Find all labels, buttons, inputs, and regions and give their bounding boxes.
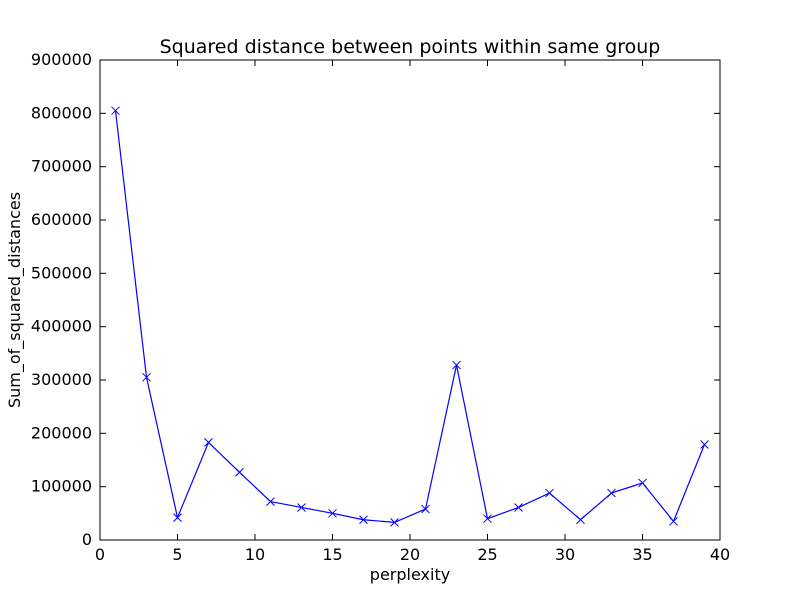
data-point-marker	[452, 360, 461, 370]
y-tick-label: 200000	[31, 423, 92, 442]
data-point-marker	[638, 478, 647, 488]
x-tick-label: 10	[245, 545, 265, 564]
y-tick-label: 600000	[31, 210, 92, 229]
y-tick-label: 0	[82, 530, 92, 549]
x-tick-label: 0	[95, 545, 105, 564]
axis-ticks: 0 5 10 15 20 25 30 35 40 0 100000 200000 300000 40000…	[31, 50, 730, 564]
data-point-marker	[607, 488, 616, 498]
data-point-marker	[700, 440, 709, 449]
chart-title: Squared distance between points within s…	[160, 36, 661, 58]
plot-area	[111, 106, 709, 527]
data-point-marker	[235, 467, 244, 477]
y-tick-label: 100000	[31, 477, 92, 496]
data-point-marker	[328, 508, 337, 518]
data-point-marker	[669, 516, 678, 526]
y-tick-label: 900000	[31, 50, 92, 69]
x-tick-label: 20	[400, 545, 420, 564]
data-point-marker	[111, 106, 120, 116]
y-tick-label: 300000	[31, 370, 92, 389]
x-tick-label: 25	[477, 545, 497, 564]
x-tick-label: 30	[555, 545, 575, 564]
data-point-marker	[204, 438, 213, 447]
data-point-marker	[297, 503, 306, 512]
x-tick-label: 15	[322, 545, 342, 564]
y-axis-label: Sum_of_squared_distances	[5, 192, 25, 408]
data-point-marker	[390, 518, 399, 527]
y-tick-label: 700000	[31, 157, 92, 176]
y-tick-label: 800000	[31, 103, 92, 122]
y-tick-label: 400000	[31, 317, 92, 336]
x-tick-label: 5	[172, 545, 182, 564]
data-point-marker	[359, 515, 368, 525]
data-point-marker	[421, 504, 430, 514]
data-point-marker	[266, 497, 275, 506]
y-tick-label: 500000	[31, 263, 92, 282]
data-point-marker	[514, 503, 523, 512]
data-point-marker	[483, 514, 492, 524]
data-point-marker	[173, 513, 182, 522]
x-tick-label: 35	[632, 545, 652, 564]
data-point-marker	[142, 372, 151, 382]
data-point-marker	[545, 488, 554, 498]
series-line	[114, 110, 706, 524]
x-tick-label: 40	[710, 545, 730, 564]
x-axis-label: perplexity	[370, 565, 450, 584]
data-point-marker	[576, 515, 585, 525]
